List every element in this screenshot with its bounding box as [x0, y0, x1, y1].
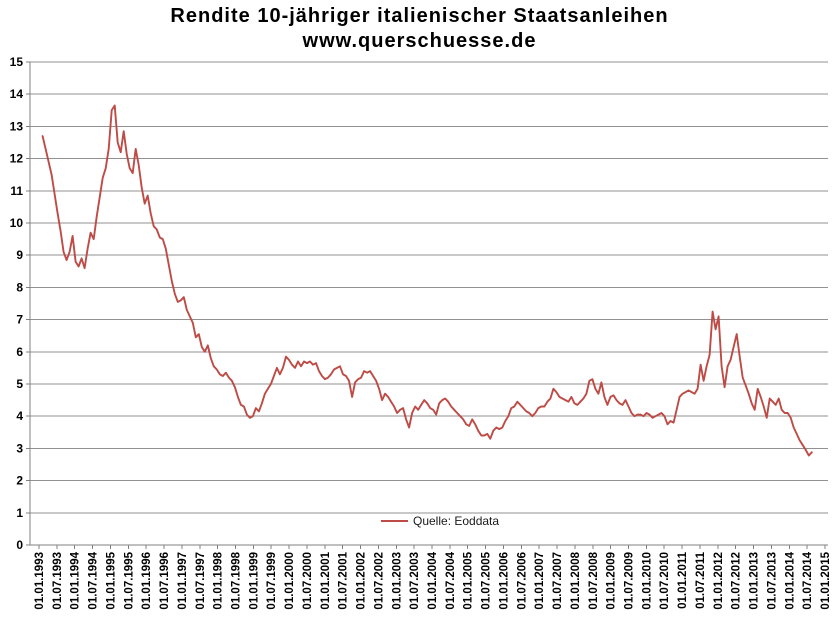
- x-tick-label: 01.01.2015: [820, 551, 832, 609]
- x-tick-label: 01.01.1996: [141, 552, 153, 610]
- x-tick-label: 01.01.2006: [498, 552, 510, 610]
- chart-header: Rendite 10-jähriger italienischer Staats…: [0, 0, 839, 54]
- x-tick-label: 01.07.2013: [766, 552, 778, 610]
- series-line: [41, 104, 813, 457]
- y-tick-label: 10: [10, 216, 24, 230]
- x-tick-label: 01.07.1997: [195, 552, 207, 610]
- x-tick-label: 01.07.2003: [409, 552, 421, 610]
- x-tick-label: 01.07.2004: [445, 551, 457, 609]
- x-tick-label: 01.07.1999: [266, 552, 278, 610]
- x-tick-label: 01.07.2000: [302, 552, 314, 610]
- x-tick-label: 01.07.2012: [731, 552, 743, 610]
- legend: Quelle: Eoddata: [381, 514, 499, 528]
- x-tick-label: 01.07.1995: [123, 551, 135, 609]
- y-tick-label: 15: [10, 55, 24, 69]
- x-tick-label: 01.01.2010: [641, 552, 653, 610]
- y-tick-label: 5: [16, 377, 23, 391]
- x-tick-label: 01.01.1993: [34, 552, 46, 610]
- y-tick-label: 3: [16, 441, 23, 455]
- y-tick-label: 7: [16, 313, 23, 327]
- x-tick-label: 01.01.2011: [677, 551, 689, 609]
- y-tick-label: 14: [10, 87, 24, 101]
- x-tick-label: 01.01.2000: [284, 552, 296, 610]
- y-tick-label: 9: [16, 248, 23, 262]
- chart-subtitle: www.querschuesse.de: [302, 30, 537, 52]
- x-tick-label: 01.07.2002: [373, 552, 385, 610]
- x-tick-label: 01.01.2009: [606, 552, 618, 610]
- x-tick-label: 01.07.2008: [588, 551, 600, 609]
- x-tick-label: 01.01.2005: [463, 551, 475, 609]
- y-tick-label: 8: [16, 280, 23, 294]
- y-tick-label: 2: [16, 474, 23, 488]
- x-tick-label: 01.07.2007: [552, 552, 564, 610]
- x-tick-label: 01.01.2007: [534, 552, 546, 610]
- x-tick-label: 01.01.1998: [213, 551, 225, 609]
- y-tick-label: 1: [16, 506, 23, 520]
- x-tick-label: 01.07.2006: [516, 552, 528, 610]
- x-tick-label: 01.01.2002: [356, 552, 368, 610]
- series-line-swatch: [381, 520, 408, 522]
- x-tick-label: 01.07.2001: [338, 551, 350, 609]
- y-tick-label: 13: [10, 119, 24, 133]
- x-tick-label: 01.01.2004: [427, 551, 439, 609]
- x-tick-label: 01.01.1999: [248, 552, 260, 610]
- x-tick-label: 01.07.2011: [695, 551, 707, 609]
- y-tick-label: 4: [16, 409, 23, 423]
- chart-title: Rendite 10-jähriger italienischer Staats…: [170, 5, 669, 27]
- x-tick-label: 01.01.2013: [749, 552, 761, 610]
- x-tick-label: 01.07.1998: [231, 551, 243, 609]
- x-tick-label: 01.07.1994: [88, 551, 100, 609]
- x-tick-label: 01.01.2003: [391, 552, 403, 610]
- y-tick-label: 11: [10, 184, 23, 198]
- x-tick-label: 01.01.1995: [105, 551, 117, 609]
- x-tick-label: 01.01.2012: [713, 552, 725, 610]
- x-tick-label: 01.07.1993: [52, 552, 64, 610]
- x-tick-label: 01.01.2014: [784, 551, 796, 609]
- x-tick-label: 01.01.1994: [70, 551, 82, 609]
- x-tick-label: 01.07.2010: [659, 552, 671, 610]
- legend-label: Quelle: Eoddata: [413, 514, 500, 528]
- x-tick-label: 01.07.2009: [624, 552, 636, 610]
- x-tick-label: 01.07.2005: [481, 551, 493, 609]
- x-tick-label: 01.07.2014: [802, 551, 814, 609]
- x-tick-label: 01.01.2001: [320, 551, 332, 609]
- x-tick-label: 01.01.1997: [177, 552, 189, 610]
- x-tick-label: 01.01.2008: [570, 551, 582, 609]
- y-tick-label: 0: [16, 538, 23, 552]
- y-tick-label: 12: [10, 152, 24, 166]
- y-tick-label: 6: [16, 345, 23, 359]
- x-tick-label: 01.07.1996: [159, 552, 171, 610]
